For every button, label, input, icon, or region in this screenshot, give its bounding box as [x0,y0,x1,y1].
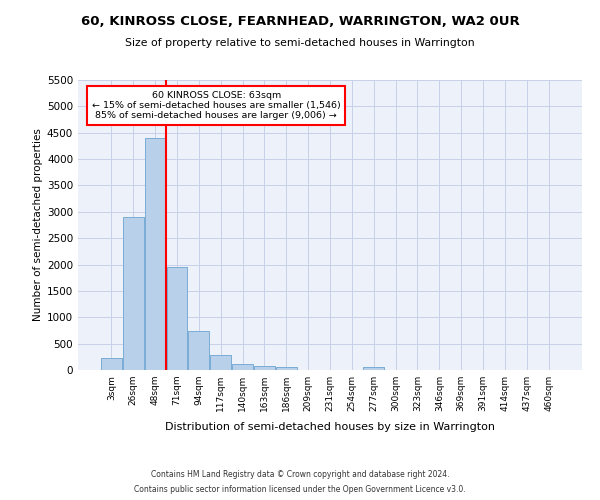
Bar [188,331,209,370]
Bar [123,217,143,370]
Bar [210,355,231,370]
Bar [101,358,122,370]
Y-axis label: Number of semi-detached properties: Number of semi-detached properties [33,128,43,322]
Bar [167,267,187,370]
Text: Contains HM Land Registry data © Crown copyright and database right 2024.: Contains HM Land Registry data © Crown c… [151,470,449,479]
Text: 60, KINROSS CLOSE, FEARNHEAD, WARRINGTON, WA2 0UR: 60, KINROSS CLOSE, FEARNHEAD, WARRINGTON… [80,15,520,28]
Bar [145,138,166,370]
Bar [276,368,296,370]
Text: Contains public sector information licensed under the Open Government Licence v3: Contains public sector information licen… [134,485,466,494]
Text: Size of property relative to semi-detached houses in Warrington: Size of property relative to semi-detach… [125,38,475,48]
Bar [364,368,384,370]
Bar [254,366,275,370]
Text: 60 KINROSS CLOSE: 63sqm
← 15% of semi-detached houses are smaller (1,546)
85% of: 60 KINROSS CLOSE: 63sqm ← 15% of semi-de… [92,90,341,120]
Text: Distribution of semi-detached houses by size in Warrington: Distribution of semi-detached houses by … [165,422,495,432]
Bar [232,364,253,370]
